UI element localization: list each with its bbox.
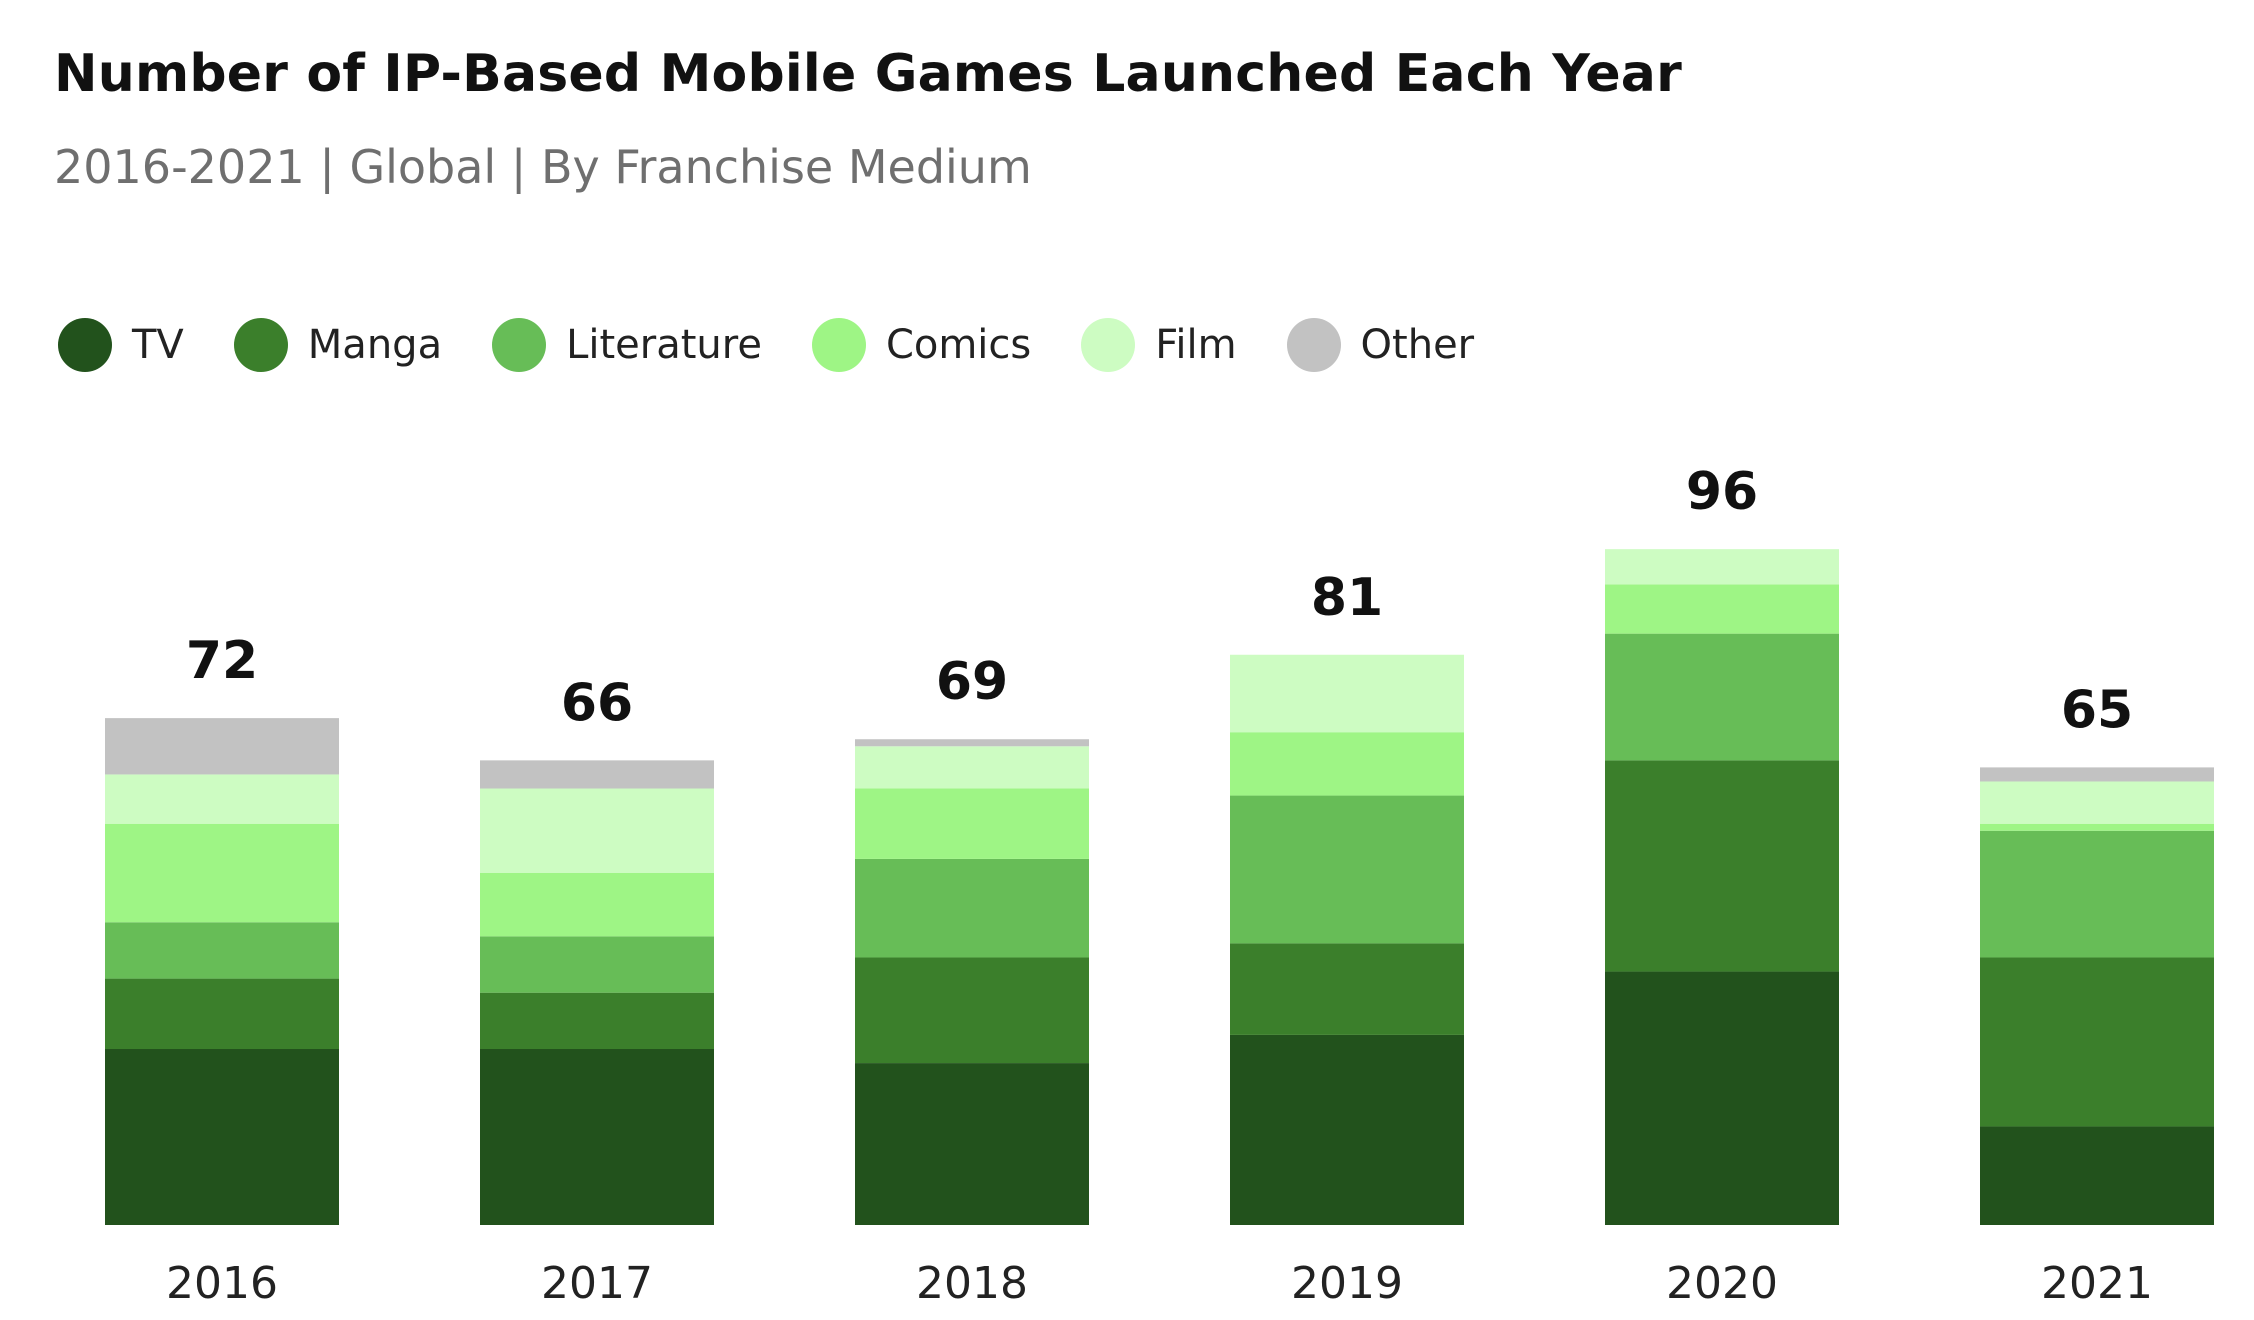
- bar-segment-2019-film: [1230, 654, 1464, 733]
- legend-label-comics: Comics: [885, 322, 1032, 368]
- legend-item-manga: Manga: [233, 318, 443, 372]
- bar-segment-2019-tv: [1230, 1034, 1464, 1225]
- bar-segment-2021-other: [1980, 767, 2214, 782]
- bar-segment-2021-manga: [1980, 957, 2214, 1127]
- bar-segment-2017-other: [480, 760, 714, 789]
- legend-item-literature: Literature: [492, 318, 762, 372]
- bar-segment-2018-film: [855, 746, 1089, 789]
- legend-label-literature: Literature: [566, 322, 762, 368]
- bar-segment-2017-literature: [480, 936, 714, 993]
- bar-segment-2019-literature: [1230, 795, 1464, 944]
- bar-segment-2016-literature: [105, 922, 339, 979]
- x-tick-label-2017: 2017: [541, 1258, 653, 1309]
- bar-segment-2021-film: [1980, 781, 2214, 824]
- legend-label-other: Other: [1360, 322, 1475, 368]
- legend-label-tv: TV: [132, 322, 184, 368]
- chart-subtitle: 2016-2021 | Global | By Franchise Medium: [54, 140, 1032, 194]
- bar-segment-2017-comics: [480, 873, 714, 937]
- bar-segment-2021-comics: [1980, 823, 2214, 831]
- bar-segment-2016-tv: [105, 1049, 339, 1225]
- bar-segment-2019-manga: [1230, 943, 1464, 1035]
- legend-label-manga: Manga: [307, 322, 443, 368]
- bar-segment-2021-literature: [1980, 830, 2214, 958]
- legend-item-tv: TV: [58, 318, 184, 372]
- bar-segment-2017-film: [480, 788, 714, 873]
- legend-swatch-comics: [811, 318, 866, 372]
- bar-segment-2017-manga: [480, 992, 714, 1049]
- x-tick-label-2020: 2020: [1666, 1258, 1778, 1309]
- legend-item-comics: Comics: [811, 318, 1032, 372]
- bar-segment-2018-literature: [855, 858, 1089, 958]
- x-tick-label-2018: 2018: [916, 1258, 1028, 1309]
- legend-item-other: Other: [1286, 318, 1475, 372]
- bar-segment-2016-comics: [105, 823, 339, 923]
- x-tick-label-2016: 2016: [166, 1258, 278, 1309]
- total-label-2019: 81: [1311, 568, 1383, 628]
- legend-label-film: Film: [1155, 322, 1237, 368]
- bar-segment-2020-tv: [1605, 971, 1839, 1225]
- legend-swatch-other: [1286, 318, 1341, 372]
- chart-legend: TV Manga Literature Comics Film Other: [58, 316, 1524, 374]
- bar-segment-2016-other: [105, 718, 339, 775]
- bar-segment-2020-comics: [1605, 584, 1839, 634]
- bar-segment-2018-tv: [855, 1063, 1089, 1225]
- x-tick-label-2021: 2021: [2041, 1258, 2153, 1309]
- bar-segment-2020-literature: [1605, 633, 1839, 761]
- x-tick-label-2019: 2019: [1291, 1258, 1403, 1309]
- legend-item-film: Film: [1081, 318, 1237, 372]
- legend-swatch-manga: [233, 318, 288, 372]
- bar-segment-2020-film: [1605, 549, 1839, 585]
- legend-swatch-literature: [492, 318, 547, 372]
- total-label-2021: 65: [2061, 680, 2133, 740]
- total-label-2020: 96: [1686, 462, 1758, 522]
- bar-segment-2021-tv: [1980, 1126, 2214, 1225]
- total-label-2018: 69: [936, 652, 1008, 712]
- total-label-2017: 66: [561, 673, 633, 733]
- bar-segment-2018-other: [855, 739, 1089, 747]
- bar-segment-2018-manga: [855, 957, 1089, 1064]
- bar-segment-2019-comics: [1230, 732, 1464, 796]
- chart-title: Number of IP-Based Mobile Games Launched…: [54, 44, 1682, 104]
- bar-segment-2017-tv: [480, 1049, 714, 1225]
- bar-segment-2016-film: [105, 774, 339, 824]
- legend-swatch-tv: [58, 318, 112, 372]
- bar-segment-2018-comics: [855, 788, 1089, 859]
- bar-segment-2020-manga: [1605, 760, 1839, 972]
- legend-swatch-film: [1081, 318, 1136, 372]
- bar-segment-2016-manga: [105, 978, 339, 1049]
- total-label-2016: 72: [186, 631, 258, 691]
